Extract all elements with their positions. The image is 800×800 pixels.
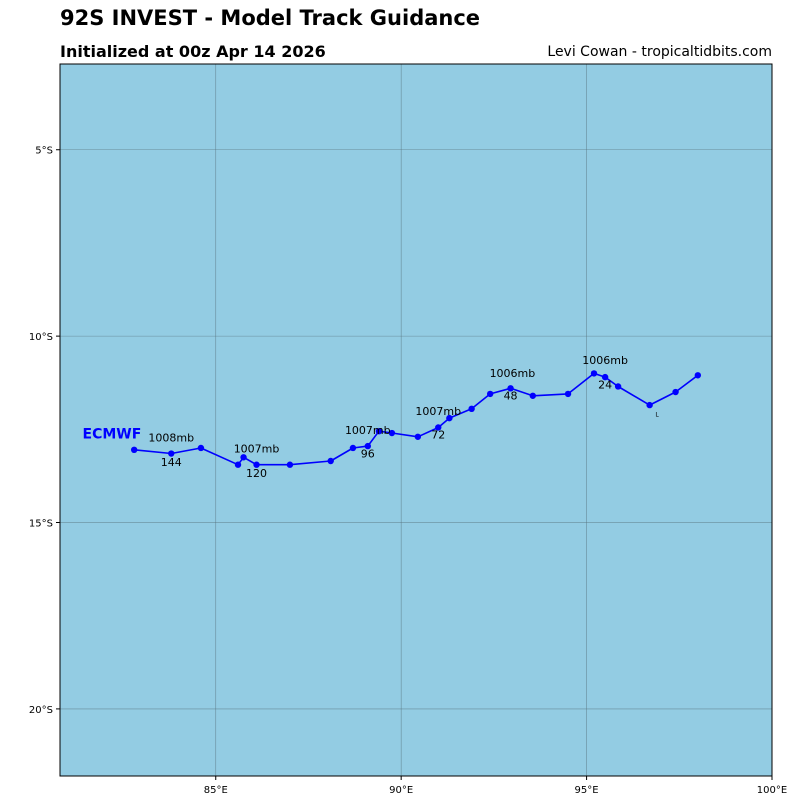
track-point [197, 444, 205, 452]
map-frame [59, 63, 773, 777]
track-point [364, 442, 371, 450]
pressure-label: 1006mb [490, 367, 536, 380]
track-point [435, 424, 442, 431]
track-point [253, 461, 260, 468]
x-tick-label: 85°E [204, 785, 228, 796]
page-title: 92S INVEST - Model Track Guidance [60, 6, 481, 30]
track-point [414, 433, 422, 440]
forecast-hour-label: 72 [431, 429, 445, 442]
track-point [446, 414, 453, 422]
grid-lines [60, 64, 772, 776]
track-point [375, 427, 383, 435]
model-tracks [130, 370, 702, 468]
forecast-hour-label: 48 [504, 389, 518, 402]
track-point [468, 405, 475, 413]
track-point [590, 370, 598, 377]
ocean-background [60, 64, 772, 776]
track-point [529, 392, 537, 399]
pressure-label: 1007mb [234, 442, 280, 455]
track-point [240, 454, 247, 461]
pressure-label: 1007mb [345, 424, 391, 437]
x-tick-label: 95°E [575, 785, 599, 796]
track-point [646, 401, 653, 409]
y-tick-label: 10°S [29, 332, 53, 343]
forecast-hour-label: 120 [246, 467, 267, 480]
y-tick-label: 20°S [29, 705, 53, 716]
track-labels: 24 48 72 96 120 144 1006mb 1006mb 1007mb 1007mb 10… [83, 354, 660, 480]
track-point [388, 429, 396, 437]
track-point [327, 457, 334, 465]
track-point [507, 385, 514, 392]
y-tick-label: 5°S [35, 146, 53, 157]
pressure-label: 1008mb [148, 432, 194, 445]
track-point [672, 388, 679, 396]
track-point [286, 461, 294, 468]
pressure-label: 1007mb [415, 405, 461, 418]
y-tick-label: 15°S [29, 519, 53, 530]
forecast-hour-label: 96 [361, 447, 375, 460]
track-point [564, 390, 572, 398]
credit-text: Levi Cowan - tropicaltidbits.com [547, 44, 772, 60]
track-point [694, 372, 702, 379]
track-point [601, 373, 609, 381]
forecast-hour-label: 24 [598, 378, 612, 391]
model-name-label: ECMWF [83, 427, 142, 443]
start-location-marker: L [655, 411, 659, 418]
init-time-subtitle: Initialized at 00z Apr 14 2026 [60, 42, 326, 61]
track-point [234, 461, 242, 468]
track-point [486, 390, 494, 398]
track-point [349, 444, 357, 452]
track-point [168, 450, 175, 457]
x-tick-label: 100°E [757, 785, 787, 796]
axis-ticks: 85°E 90°E 95°E 100°E 5°S 10°S 15°S 20°S [29, 146, 787, 796]
track-point [130, 446, 138, 454]
forecast-hour-label: 144 [161, 456, 182, 469]
x-tick-label: 90°E [389, 785, 413, 796]
pressure-label: 1006mb [582, 354, 628, 367]
track-point [614, 383, 622, 390]
